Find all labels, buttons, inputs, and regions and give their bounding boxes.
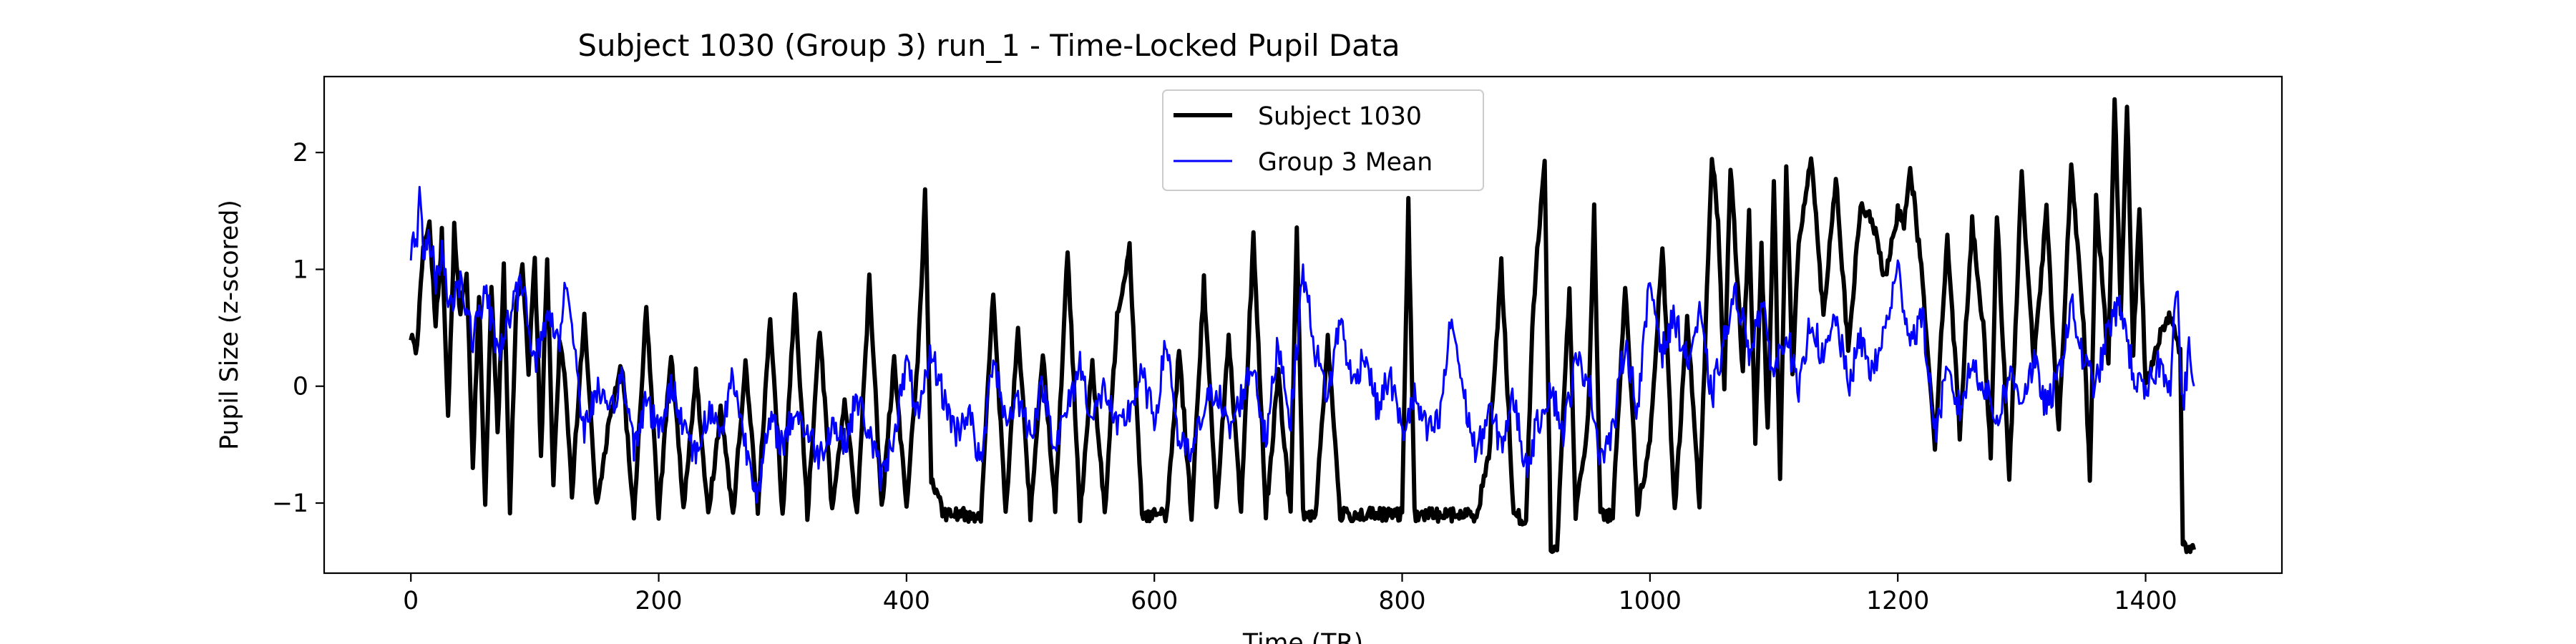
x-tick-label: 1400 — [2114, 587, 2177, 615]
chart-title: Subject 1030 (Group 3) run_1 - Time-Lock… — [577, 28, 1400, 63]
legend-label-group-mean: Group 3 Mean — [1258, 148, 1433, 177]
y-tick-label: 2 — [293, 139, 308, 167]
y-axis: −1 0 1 2 — [272, 139, 324, 518]
plot-frame — [323, 75, 2283, 575]
series-line-group-mean — [409, 185, 2195, 504]
y-tick-label: 0 — [293, 373, 308, 401]
x-tick-label: 200 — [635, 587, 682, 615]
x-tick-label: 1000 — [1619, 587, 1682, 615]
x-axis: 0 200 400 600 800 1000 1200 1400 — [403, 573, 2177, 615]
y-tick-label: 1 — [293, 255, 308, 284]
y-tick-label: −1 — [272, 489, 308, 518]
x-tick-label: 0 — [403, 587, 419, 615]
y-axis-label: Pupil Size (z-scored) — [215, 200, 244, 450]
legend-box — [1162, 89, 1484, 191]
legend: Subject 1030 Group 3 Mean — [1162, 89, 1484, 191]
series-line-subject — [409, 97, 2196, 555]
x-axis-label: Time (TR) — [1242, 629, 1363, 644]
legend-label-subject: Subject 1030 — [1258, 102, 1422, 131]
series-layer — [409, 97, 2196, 555]
plot-area — [323, 75, 2283, 575]
x-tick-label: 800 — [1378, 587, 1425, 615]
x-tick-label: 600 — [1131, 587, 1178, 615]
x-tick-label: 1200 — [1866, 587, 1929, 615]
x-tick-label: 400 — [883, 587, 930, 615]
